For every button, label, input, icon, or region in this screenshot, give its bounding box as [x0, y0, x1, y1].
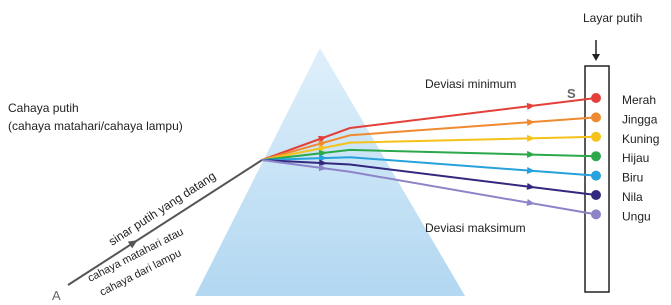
ray-arrow [527, 183, 536, 191]
color-dot [591, 209, 601, 219]
color-label: Hijau [622, 151, 649, 165]
color-dot [591, 171, 601, 181]
color-dot [591, 112, 601, 122]
color-label: Jingga [622, 112, 658, 126]
deviation-min: Deviasi minimum [425, 77, 516, 91]
incident-title: Cahaya putih [8, 101, 79, 115]
ray-arrow [527, 102, 536, 110]
ray-arrow [527, 135, 535, 142]
incident-subtitle: (cahaya matahari/cahaya lampu) [8, 119, 183, 133]
color-label: Kuning [622, 132, 659, 146]
color-dot [591, 93, 601, 103]
ray-arrow [527, 151, 535, 158]
screen-title: Layar putih [583, 11, 642, 25]
deviation-max: Deviasi maksimum [425, 221, 526, 235]
ray-arrow [527, 167, 535, 175]
color-dot [591, 190, 601, 200]
start-label: A [52, 288, 61, 303]
point-label: S [567, 86, 576, 101]
color-label: Ungu [622, 209, 651, 223]
color-label: Merah [622, 93, 656, 107]
diagram: Layar putih S Cahaya putih (cahaya matah… [0, 0, 671, 305]
color-dot [591, 151, 601, 161]
screen-arrow-head [592, 54, 600, 61]
ray-arrow [527, 118, 535, 126]
color-label: Nila [622, 190, 643, 204]
color-dot [591, 132, 601, 142]
color-label: Biru [622, 171, 643, 185]
